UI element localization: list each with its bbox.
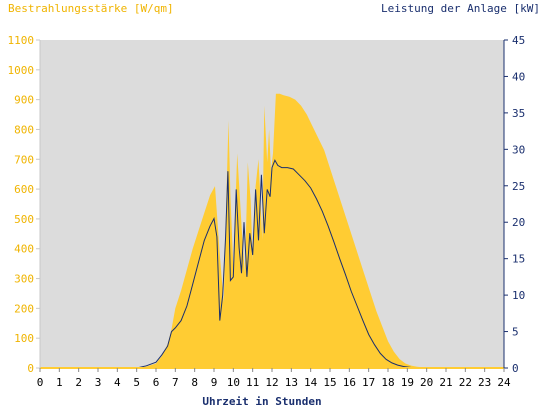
irradiance-area bbox=[136, 93, 437, 368]
x-tick-label: 22 bbox=[459, 376, 472, 389]
left-tick-label: 800 bbox=[14, 123, 34, 136]
right-tick-label: 20 bbox=[512, 216, 525, 229]
left-tick-label: 600 bbox=[14, 183, 34, 196]
x-tick-label: 23 bbox=[478, 376, 491, 389]
right-tick-label: 45 bbox=[512, 34, 525, 47]
left-tick-label: 400 bbox=[14, 243, 34, 256]
x-tick-label: 12 bbox=[265, 376, 278, 389]
x-tick-label: 17 bbox=[362, 376, 375, 389]
power-line bbox=[136, 159, 433, 369]
right-tick-label: 35 bbox=[512, 107, 525, 120]
x-tick-label: 21 bbox=[439, 376, 452, 389]
x-tick-label: 15 bbox=[323, 376, 336, 389]
axes: 0100200300400500600700800900100011000510… bbox=[8, 34, 526, 389]
x-tick-label: 4 bbox=[114, 376, 121, 389]
x-tick-label: 19 bbox=[401, 376, 414, 389]
right-tick-label: 25 bbox=[512, 180, 525, 193]
right-tick-label: 15 bbox=[512, 253, 525, 266]
left-tick-label: 500 bbox=[14, 213, 34, 226]
plot-area bbox=[40, 40, 504, 369]
x-tick-label: 3 bbox=[95, 376, 102, 389]
x-tick-label: 20 bbox=[420, 376, 433, 389]
x-tick-label: 2 bbox=[75, 376, 82, 389]
x-tick-label: 24 bbox=[497, 376, 511, 389]
x-tick-label: 18 bbox=[381, 376, 394, 389]
x-tick-label: 1 bbox=[56, 376, 63, 389]
x-tick-label: 9 bbox=[211, 376, 218, 389]
x-tick-label: 13 bbox=[285, 376, 298, 389]
left-tick-label: 1100 bbox=[8, 34, 35, 47]
right-tick-label: 30 bbox=[512, 143, 525, 156]
x-tick-label: 10 bbox=[227, 376, 240, 389]
right-axis-title: Leistung der Anlage [kW] bbox=[381, 2, 540, 15]
right-tick-label: 10 bbox=[512, 289, 525, 302]
x-axis-title: Uhrzeit in Stunden bbox=[202, 395, 321, 408]
right-tick-label: 0 bbox=[512, 362, 519, 375]
left-tick-label: 200 bbox=[14, 302, 34, 315]
left-axis-title: Bestrahlungsstärke [W/qm] bbox=[8, 2, 174, 15]
x-tick-label: 16 bbox=[343, 376, 356, 389]
x-tick-label: 8 bbox=[191, 376, 198, 389]
x-tick-label: 7 bbox=[172, 376, 179, 389]
right-tick-label: 40 bbox=[512, 70, 525, 83]
x-tick-label: 11 bbox=[246, 376, 259, 389]
x-tick-label: 14 bbox=[304, 376, 318, 389]
left-tick-label: 900 bbox=[14, 94, 34, 107]
right-tick-label: 5 bbox=[512, 326, 519, 339]
x-tick-label: 0 bbox=[37, 376, 44, 389]
left-tick-label: 1000 bbox=[8, 64, 35, 77]
left-tick-label: 0 bbox=[27, 362, 34, 375]
x-tick-label: 5 bbox=[133, 376, 140, 389]
left-tick-label: 300 bbox=[14, 273, 34, 286]
left-tick-label: 700 bbox=[14, 153, 34, 166]
left-tick-label: 100 bbox=[14, 332, 34, 345]
x-tick-label: 6 bbox=[153, 376, 160, 389]
